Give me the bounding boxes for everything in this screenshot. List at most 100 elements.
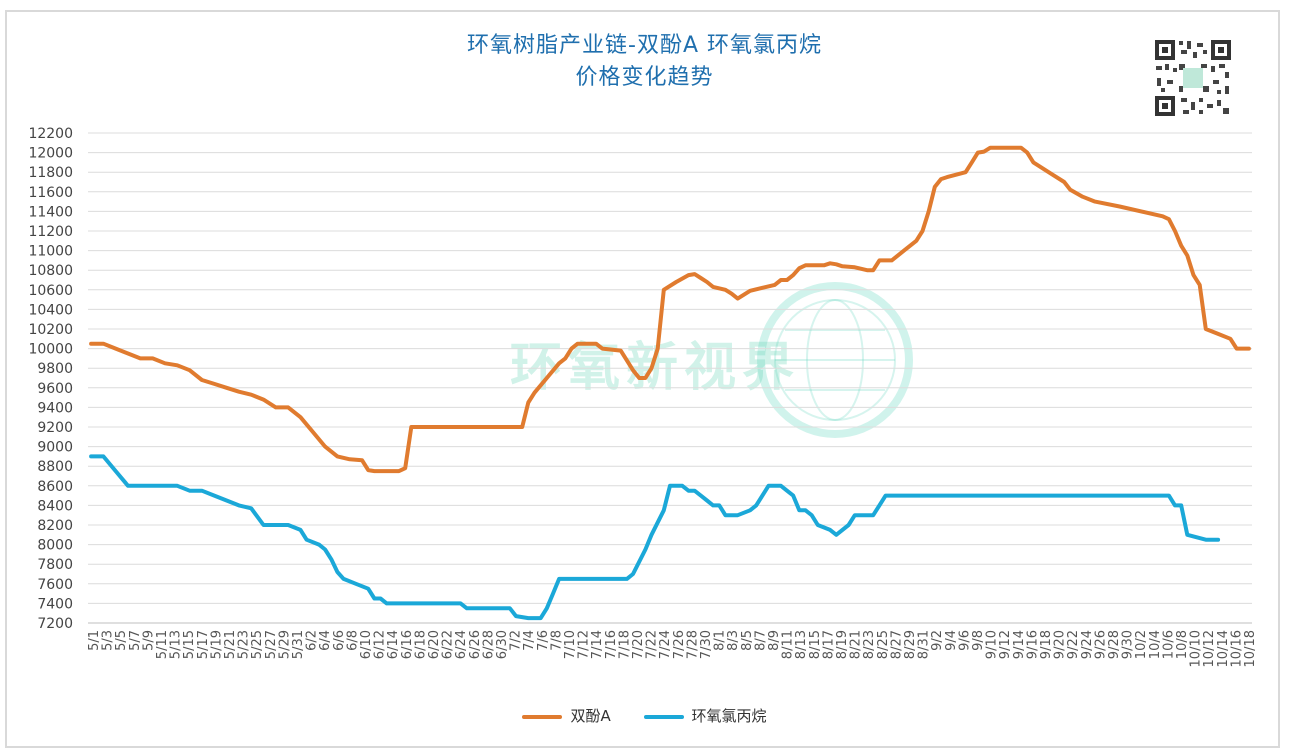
x-tick-label: 9/12	[998, 630, 1013, 659]
x-tick-label: 10/2	[1134, 630, 1149, 659]
x-tick-label: 5/23	[237, 630, 252, 659]
series-line-bisphenol-a	[89, 145, 1251, 474]
y-tick-label: 12000	[28, 146, 73, 162]
x-tick-label: 6/16	[400, 630, 415, 659]
x-tick-label: 6/24	[454, 630, 469, 659]
x-tick-label: 5/25	[250, 630, 265, 659]
x-tick-label: 7/30	[699, 630, 714, 659]
chart-gridlines	[88, 132, 1252, 624]
x-tick-label: 8/29	[903, 630, 918, 659]
x-tick-label: 9/10	[985, 630, 1000, 659]
chart-title-line1: 环氧树脂产业链-双酚A 环氧氯丙烷	[467, 33, 822, 58]
x-tick-label: 5/5	[114, 630, 129, 651]
y-tick-label: 8200	[37, 518, 73, 534]
x-tick-label: 7/8	[549, 630, 564, 651]
x-tick-label: 8/1	[713, 630, 728, 651]
x-tick-label: 6/18	[413, 630, 428, 659]
y-tick-label: 11200	[28, 224, 73, 240]
x-tick-label: 6/26	[468, 630, 483, 659]
x-tick-label: 10/12	[1202, 630, 1217, 667]
x-tick-label: 5/3	[101, 630, 116, 651]
x-tick-label: 7/14	[590, 630, 605, 659]
x-tick-label: 8/15	[808, 630, 823, 659]
y-tick-label: 8600	[37, 479, 73, 495]
x-tick-label: 6/8	[345, 630, 360, 651]
x-tick-label: 9/14	[1012, 630, 1027, 659]
chart-legend: 双酚A 环氧氯丙烷	[0, 705, 1289, 726]
legend-label-bisphenol-a: 双酚A	[570, 707, 611, 725]
x-tick-label: 6/20	[427, 630, 442, 659]
x-tick-label: 8/5	[740, 630, 755, 651]
x-tick-label: 9/30	[1121, 630, 1136, 659]
x-tick-label: 7/20	[631, 630, 646, 659]
x-tick-label: 7/4	[522, 630, 537, 651]
x-tick-label: 10/8	[1175, 630, 1190, 659]
x-tick-label: 9/22	[1066, 630, 1081, 659]
y-tick-label: 9200	[37, 420, 73, 436]
x-tick-label: 5/11	[155, 630, 170, 659]
y-tick-label: 10600	[28, 283, 73, 299]
x-tick-label: 6/10	[359, 630, 374, 659]
x-tick-label: 10/16	[1229, 630, 1244, 667]
x-tick-label: 7/6	[536, 630, 551, 651]
y-tick-label: 9000	[37, 440, 73, 456]
x-tick-label: 8/17	[821, 630, 836, 659]
y-tick-label: 7200	[37, 616, 73, 632]
x-tick-label: 7/12	[577, 630, 592, 659]
x-tick-label: 10/10	[1189, 630, 1204, 667]
x-tick-label: 8/23	[862, 630, 877, 659]
x-tick-label: 7/10	[563, 630, 578, 659]
x-tick-label: 10/6	[1161, 630, 1176, 659]
y-tick-label: 10000	[28, 342, 73, 358]
legend-item-bisphenol-a: 双酚A	[522, 705, 611, 726]
x-tick-label: 5/9	[141, 630, 156, 651]
series-line-ech	[89, 454, 1221, 621]
x-tick-label: 6/4	[318, 630, 333, 651]
y-tick-label: 11000	[28, 244, 73, 260]
y-tick-label: 12200	[28, 126, 73, 142]
x-tick-label: 9/26	[1093, 630, 1108, 659]
chart-series	[89, 145, 1251, 621]
y-tick-label: 11600	[28, 185, 73, 201]
x-tick-label: 8/3	[726, 630, 741, 651]
x-tick-label: 9/16	[1025, 630, 1040, 659]
x-tick-label: 6/22	[441, 630, 456, 659]
x-tick-label: 8/21	[849, 630, 864, 659]
x-tick-label: 8/7	[753, 630, 768, 651]
x-tick-label: 5/7	[128, 630, 143, 651]
x-tick-label: 5/1	[87, 630, 102, 651]
x-tick-label: 9/4	[944, 630, 959, 651]
x-tick-label: 9/6	[957, 630, 972, 651]
x-tick-label: 6/14	[386, 630, 401, 659]
y-tick-label: 9400	[37, 400, 73, 416]
y-tick-label: 11400	[28, 204, 73, 220]
y-tick-label: 8800	[37, 459, 73, 475]
x-tick-label: 5/13	[169, 630, 184, 659]
y-axis-ticks: 7200 7400 7600 7800 8000 8200 8400 8600 8800 9000…	[28, 126, 73, 632]
watermark-globe-icon	[757, 282, 913, 438]
y-tick-label: 10200	[28, 322, 73, 338]
x-tick-label: 9/18	[1039, 630, 1054, 659]
line-chart: 7200 7400 7600 7800 8000 8200 8400 8600 8800 9000…	[28, 126, 1258, 667]
y-tick-label: 10800	[28, 263, 73, 279]
x-tick-label: 7/28	[685, 630, 700, 659]
x-tick-label: 6/6	[332, 630, 347, 651]
legend-swatch-blue	[643, 714, 684, 719]
y-tick-label: 8000	[37, 538, 73, 554]
x-tick-label: 6/12	[373, 630, 388, 659]
x-tick-label: 5/21	[223, 630, 238, 659]
x-tick-label: 6/30	[495, 630, 510, 659]
chart-title: 环氧树脂产业链-双酚A 环氧氯丙烷 价格变化趋势	[0, 30, 1289, 94]
x-tick-label: 10/18	[1243, 630, 1258, 667]
x-tick-label: 7/22	[645, 630, 660, 659]
x-tick-label: 10/4	[1148, 630, 1163, 659]
x-tick-label: 5/15	[182, 630, 197, 659]
x-tick-label: 8/31	[917, 630, 932, 659]
qr-code-icon	[1153, 38, 1233, 118]
x-tick-label: 5/29	[277, 630, 292, 659]
x-tick-label: 9/8	[971, 630, 986, 651]
x-tick-label: 5/27	[264, 630, 279, 659]
x-tick-label: 8/9	[767, 630, 782, 651]
x-tick-label: 5/17	[196, 630, 211, 659]
y-tick-label: 9800	[37, 361, 73, 377]
